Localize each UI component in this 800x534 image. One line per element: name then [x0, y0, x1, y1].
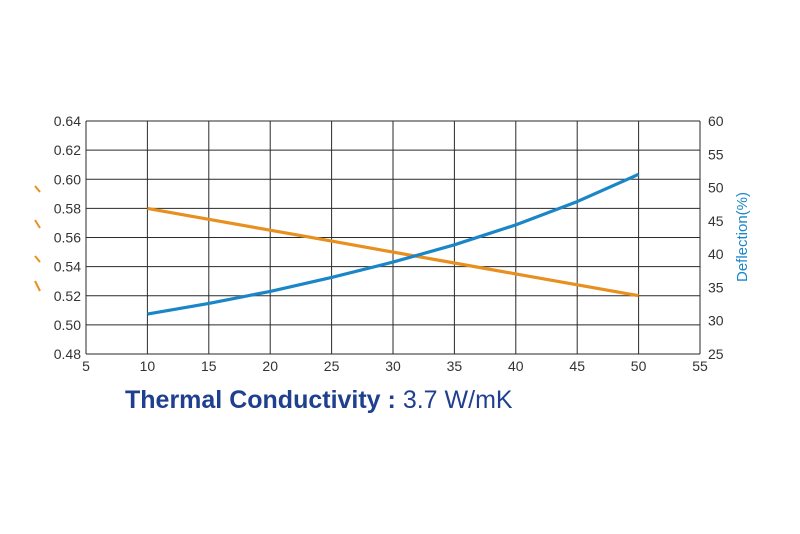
y-axis-label-left-fragment	[34, 280, 41, 292]
x-tick-label: 20	[262, 358, 278, 374]
x-tick-label: 25	[324, 358, 340, 374]
x-tick-label: 40	[508, 358, 524, 374]
y-tick-label-left: 0.52	[54, 288, 81, 304]
y-tick-label-right: 25	[708, 346, 724, 362]
y-tick-label-left: 0.54	[54, 259, 81, 275]
y-axis-label-left-clipped	[34, 185, 41, 292]
x-tick-label: 45	[569, 358, 585, 374]
x-tick-label: 10	[140, 358, 156, 374]
y-tick-label-left: 0.48	[54, 346, 81, 362]
y-tick-label-right: 50	[708, 180, 724, 196]
y-tick-label-right: 55	[708, 146, 724, 162]
y-tick-label-right: 35	[708, 279, 724, 295]
series-line-2	[147, 172, 640, 316]
y-tick-label-right: 40	[708, 246, 724, 262]
x-tick-label: 50	[631, 358, 647, 374]
y-tick-label-left: 0.50	[54, 317, 81, 333]
y-axis-label-left-fragment	[34, 219, 41, 229]
x-tick-label: 55	[692, 358, 708, 374]
grid	[85, 120, 701, 355]
y-axis-label-left-fragment	[34, 185, 41, 193]
y-tick-label-left: 0.62	[54, 142, 81, 158]
y-axis-label-right: Deflection(%)	[734, 192, 751, 282]
series-layer	[147, 172, 640, 316]
caption-label: Thermal Conductivity :	[125, 386, 396, 414]
y-axis-label-left-fragment	[34, 255, 41, 263]
y-tick-label-right: 45	[708, 213, 724, 229]
x-tick-label: 35	[447, 358, 463, 374]
x-tick-label: 5	[82, 358, 90, 374]
series-line-1	[147, 206, 639, 298]
y-tick-label-left: 0.56	[54, 230, 81, 246]
y-tick-label-right: 60	[708, 113, 724, 129]
y-tick-label-left: 0.58	[54, 200, 81, 216]
x-tick-label: 30	[385, 358, 401, 374]
y-tick-label-left: 0.64	[54, 113, 81, 129]
y-tick-label-right: 30	[708, 313, 724, 329]
caption-value: 3.7 W/mK	[402, 386, 513, 414]
y-tick-label-left: 0.60	[54, 171, 81, 187]
x-tick-label: 15	[201, 358, 217, 374]
tick-labels: 5 10 15 20 25 30 35 40 45 50 55 0.48 0.50 0.52 0.54 0.5…	[54, 113, 724, 374]
thermal-conductivity-caption: Thermal Conductivity : 3.7 W/mK	[125, 386, 513, 415]
